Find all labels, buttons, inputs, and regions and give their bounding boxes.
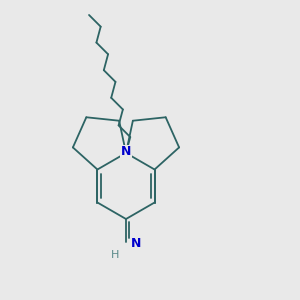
Text: N: N — [121, 145, 131, 158]
Text: N: N — [130, 237, 141, 250]
Text: H: H — [110, 250, 119, 260]
